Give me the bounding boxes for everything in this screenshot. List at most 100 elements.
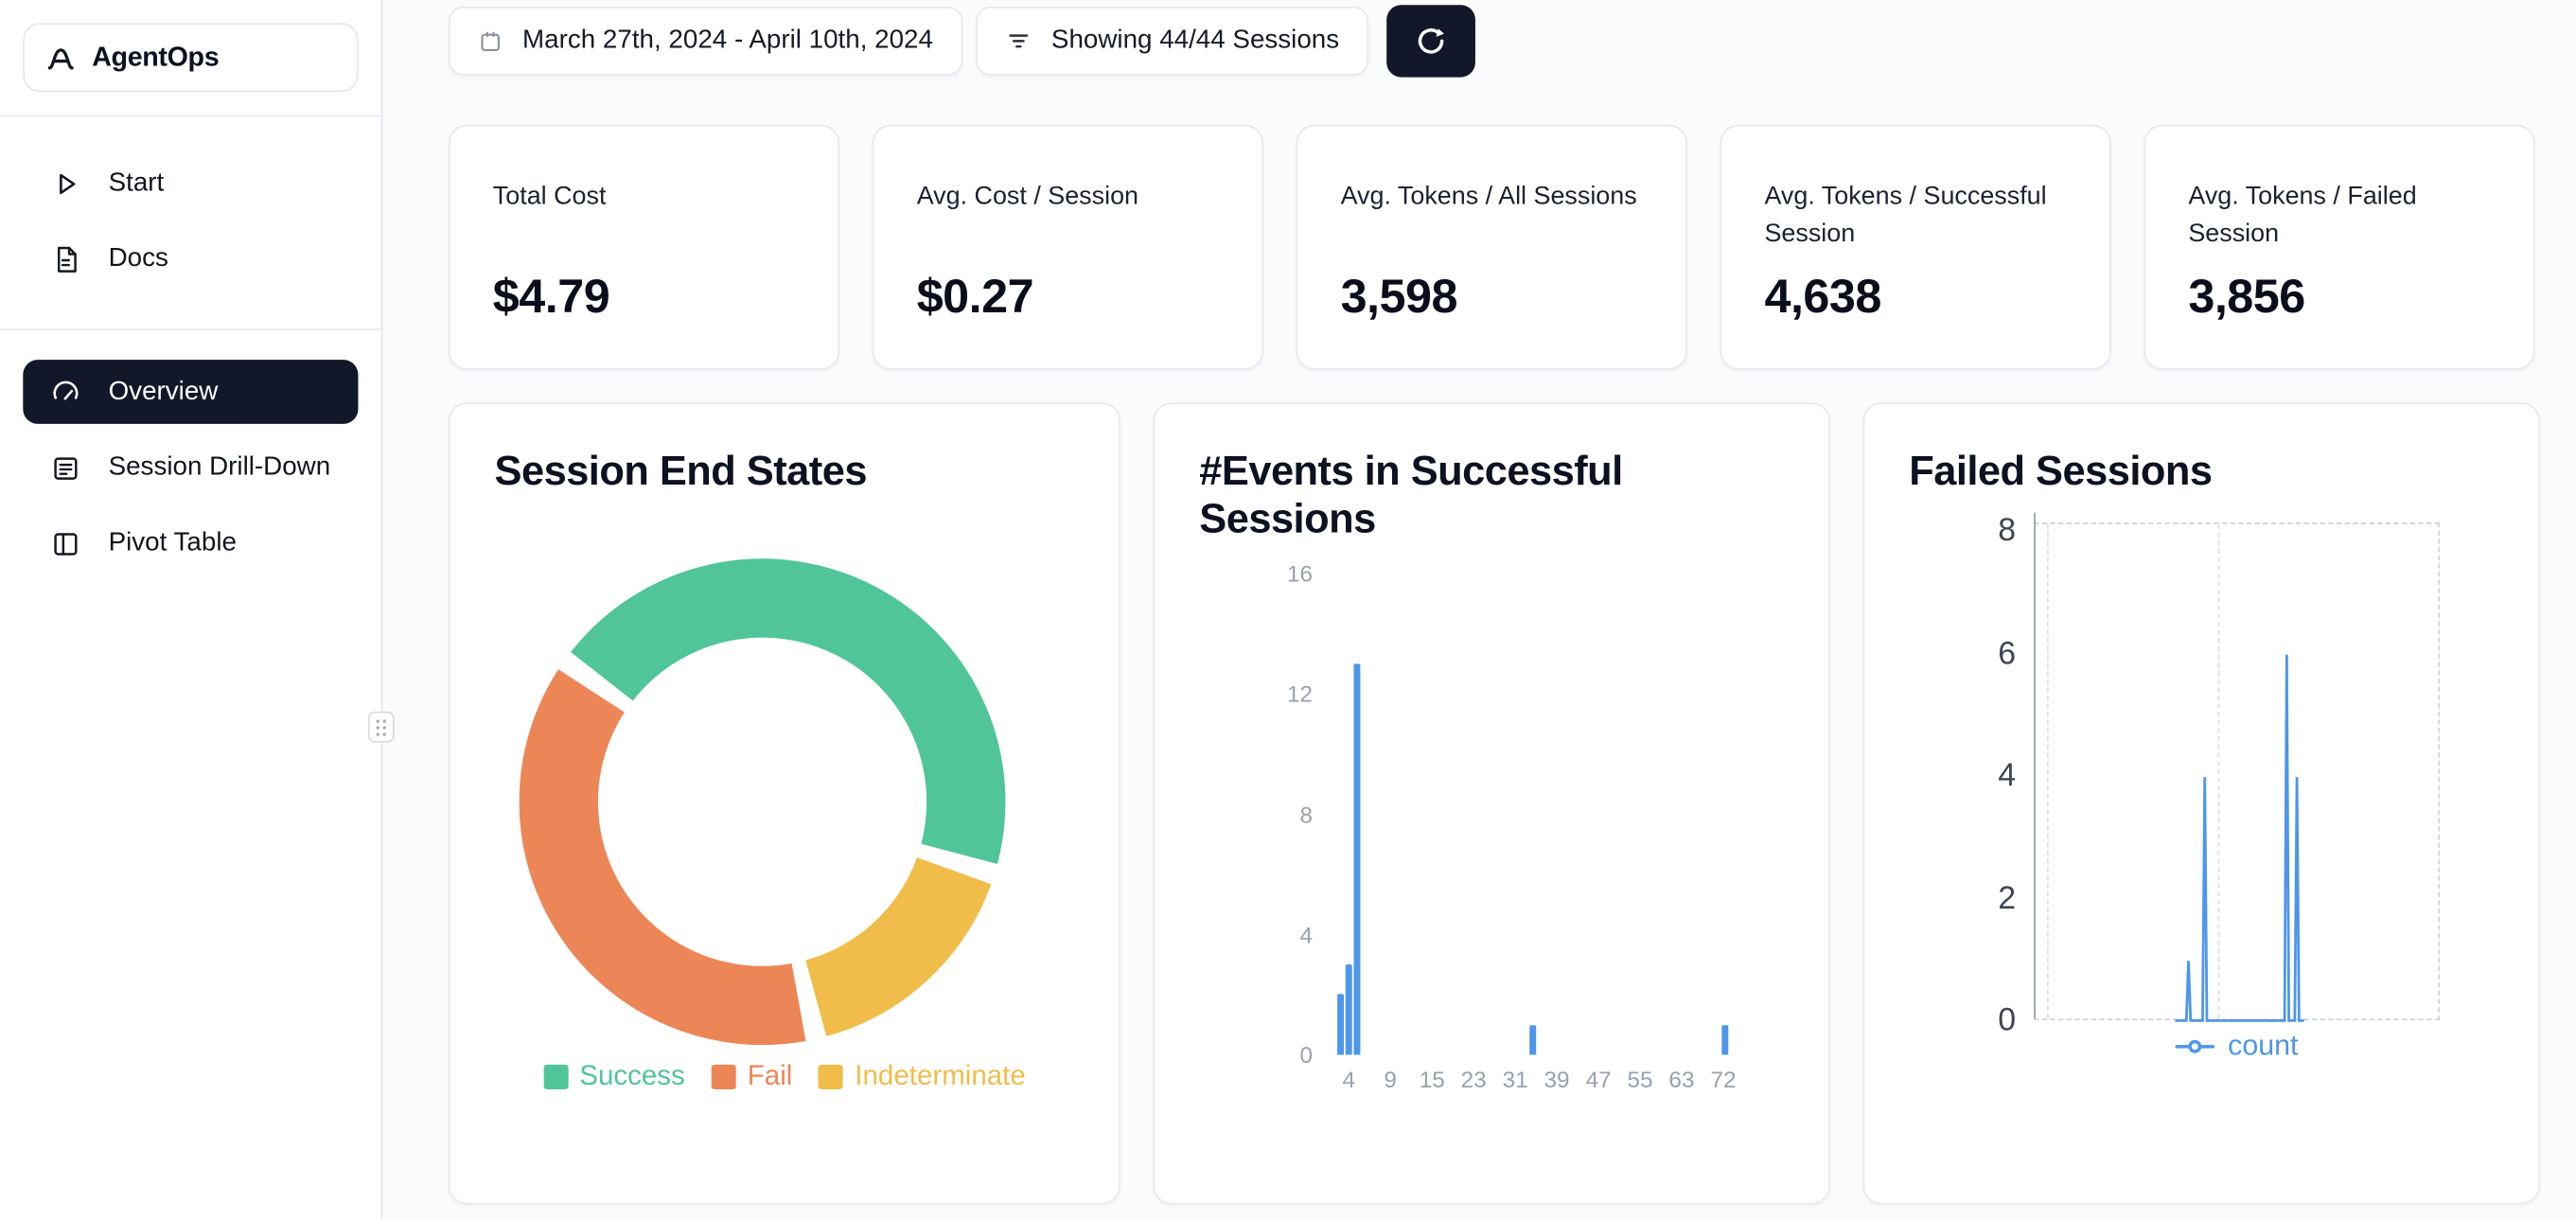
y-axis-label: 16 [1287,559,1314,587]
stat-value: $4.79 [492,271,610,324]
agentops-logo-icon [44,41,78,74]
refresh-icon [1415,25,1448,58]
filter-icon [1005,28,1032,55]
stat-label: Avg. Tokens / Failed Session [2188,182,2417,249]
sidebar-item-label: Docs [108,244,168,274]
legend-dot [2188,1039,2202,1052]
sidebar-item-overview[interactable]: Overview [23,360,359,424]
y-axis-label: 8 [1299,801,1314,828]
sidebar-divider [0,328,381,330]
y-axis-label: 0 [1299,1041,1314,1069]
stat-card-avg-tokens-failed: Avg. Tokens / Failed Session 3,856 [2144,124,2535,370]
stat-label: Total Cost [492,182,607,211]
sessions-filter-button[interactable]: Showing 44/44 Sessions [976,6,1369,76]
stat-value: 3,598 [1340,271,1458,324]
chart-title: Failed Sessions [1909,448,2213,495]
legend-item-success[interactable]: Success [543,1060,685,1093]
x-axis-label: 39 [1544,1066,1570,1093]
x-axis-label: 31 [1502,1066,1528,1093]
legend-item-fail[interactable]: Fail [711,1059,793,1093]
donut-chart [519,558,1006,1046]
stat-card-total-cost: Total Cost $4.79 [448,124,840,370]
charts-row: Session End States Success Fail Indeterm… [448,402,2540,1205]
sidebar-item-label: Start [108,168,165,198]
agentops-logo[interactable]: AgentOps [23,23,359,93]
x-axis-label: 63 [1668,1066,1695,1093]
sidebar-item-label: Pivot Table [108,528,237,557]
x-axis-label: 23 [1460,1066,1487,1093]
session-end-states-card: Session End States Success Fail Indeterm… [448,402,1120,1205]
failed-plot-area [2034,512,2440,1022]
stat-label: Avg. Tokens / All Sessions [1340,182,1637,211]
count-legend-marker [2175,1037,2215,1053]
stat-value: 4,638 [1764,271,1881,324]
sidebar-nav-top: Start Docs [0,116,381,297]
failed-sessions-chart: count 0 2 4 6 8 [1864,404,2538,1203]
bar [1336,994,1344,1055]
sessions-filter-label: Showing 44/44 Sessions [1050,26,1340,55]
events-histogram-card: #Events in Successful Sessions 0 4 8 12 16 4 9… [1153,402,1830,1205]
toolbar: March 27th, 2024 - April 10th, 2024 Show… [448,5,1476,78]
play-icon [49,168,82,201]
y-axis-label: 0 [1998,1001,2017,1039]
calendar-icon [478,28,503,53]
legend-item-indeterminate[interactable]: Indeterminate [819,1060,1026,1093]
fail-swatch [711,1064,736,1089]
stat-card-avg-cost: Avg. Cost / Session $0.27 [872,124,1263,370]
count-legend[interactable]: count [2034,1029,2440,1063]
x-axis-label: 47 [1585,1066,1612,1093]
donut-segment-fail [519,669,806,1046]
legend-label: Success [579,1059,685,1091]
legend-label: Fail [747,1059,793,1091]
gauge-icon [49,376,82,409]
chart-title: Session End States [494,448,868,495]
sidebar-item-label: Overview [108,377,219,405]
stat-label: Avg. Tokens / Successful Session [1764,182,2047,249]
grip-dots-icon [376,719,380,723]
sidebar-item-session-drill-down[interactable]: Session Drill-Down [23,431,358,506]
donut-legend: Success Fail Indeterminate [450,1060,1120,1093]
stat-value: $0.27 [916,271,1034,324]
x-axis-label: 72 [1710,1066,1737,1093]
failed-sessions-card: Failed Sessions count 0 2 4 6 8 [1862,402,2540,1205]
x-axis-label: 4 [1342,1066,1356,1093]
bar-plot-area [1332,574,1784,1055]
sidebar: AgentOps Start Docs [0,0,395,1219]
x-axis-label: 15 [1419,1066,1445,1093]
donut-segment-indeterminate [804,857,992,1036]
legend-label: count [2228,1028,2299,1062]
sidebar-item-label: Session Drill-Down [108,453,331,482]
x-axis-label: 55 [1627,1066,1653,1093]
bar [1353,663,1361,1055]
date-range-label: March 27th, 2024 - April 10th, 2024 [522,26,933,55]
stat-card-avg-tokens-successful: Avg. Tokens / Successful Session 4,638 [1720,124,2111,370]
main-content: March 27th, 2024 - April 10th, 2024 Show… [382,0,2576,1219]
date-range-button[interactable]: March 27th, 2024 - April 10th, 2024 [448,6,963,76]
sidebar-item-start[interactable]: Start [23,147,358,222]
spike-line [2175,654,2304,1022]
y-axis-label: 2 [1998,879,2017,916]
refresh-button[interactable] [1386,5,1476,78]
x-axis-label: 9 [1384,1066,1397,1093]
y-axis-label: 12 [1287,680,1314,707]
y-axis-label: 4 [1299,921,1314,948]
stat-card-avg-tokens-all: Avg. Tokens / All Sessions 3,598 [1296,124,1687,370]
y-axis-label: 4 [1998,757,2017,794]
y-axis-label: 8 [1998,512,2017,549]
session-list-icon [49,451,82,485]
success-swatch [543,1064,569,1089]
sidebar-divider [0,115,381,117]
app-name: AgentOps [92,42,220,72]
stat-label: Avg. Cost / Session [916,182,1139,211]
bar [1720,1024,1728,1055]
sidebar-item-docs[interactable]: Docs [23,221,358,297]
indeterminate-swatch [819,1064,844,1089]
donut-segment-success [571,558,1006,864]
sidebar-item-pivot-table[interactable]: Pivot Table [23,506,358,582]
y-axis-line [2034,512,2036,1019]
sidebar-resize-handle[interactable] [367,711,395,743]
pivot-table-icon [49,527,82,560]
sidebar-nav-main: Overview Session Drill-Down Pivot Table [0,330,381,582]
legend-label: Indeterminate [855,1059,1026,1091]
